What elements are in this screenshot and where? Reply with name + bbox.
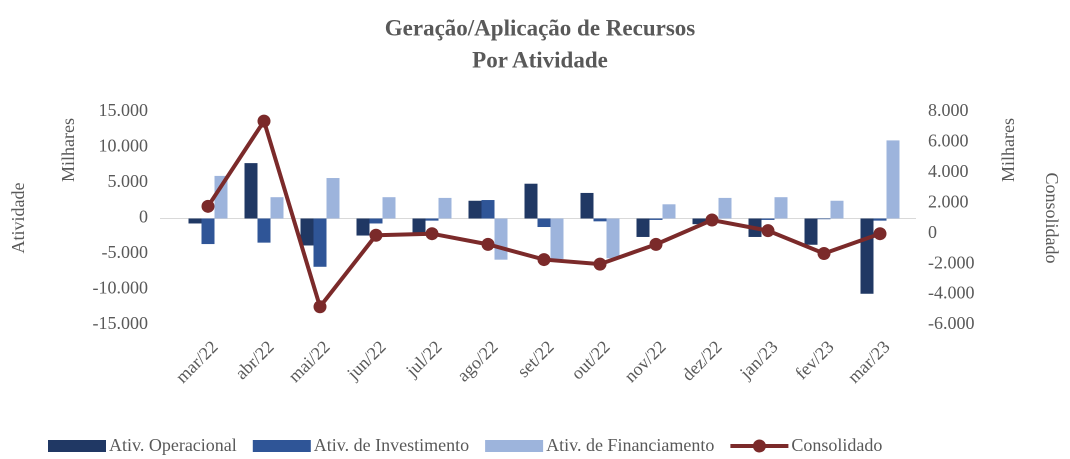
bar <box>257 218 271 243</box>
x-tick-label: mai/22 <box>284 337 333 386</box>
line-marker <box>649 237 663 251</box>
line-marker <box>705 213 719 227</box>
y2-axis-unit: Milhares <box>998 118 1018 182</box>
line-marker <box>817 246 831 260</box>
x-tick-label: abr/22 <box>231 337 278 384</box>
y2-tick-label: -2.000 <box>928 252 975 272</box>
bar <box>438 197 452 219</box>
bar <box>214 175 228 219</box>
bar <box>412 218 426 236</box>
bar <box>761 218 775 220</box>
legend-swatch <box>252 440 311 452</box>
y-axis-label: Atividade <box>8 183 28 254</box>
x-tick-label: jan/23 <box>735 337 782 384</box>
line-marker <box>313 300 327 314</box>
bar <box>774 197 788 219</box>
bar <box>425 218 439 221</box>
chart-title: Geração/Aplicação de Recursos <box>385 15 695 40</box>
x-tick-label: ago/22 <box>453 337 502 386</box>
bar <box>873 218 887 221</box>
bar <box>537 218 551 228</box>
bar <box>718 197 732 219</box>
y-tick-label: 5.000 <box>108 171 149 191</box>
legend-swatch <box>752 439 766 453</box>
bar <box>326 178 340 219</box>
chart-subtitle: Por Atividade <box>472 47 608 72</box>
line-marker <box>537 253 551 267</box>
x-tick-label: mar/22 <box>172 337 222 387</box>
y-tick-label: -15.000 <box>93 313 149 333</box>
y-tick-label: -5.000 <box>102 242 149 262</box>
bar <box>494 218 508 260</box>
x-tick-label: jun/22 <box>342 337 389 384</box>
y-tick-label: 15.000 <box>99 100 149 120</box>
line-marker <box>873 227 887 241</box>
line-marker <box>369 228 383 242</box>
bar <box>817 218 831 220</box>
legend-label: Ativ. de Financiamento <box>546 435 714 455</box>
bar <box>593 218 607 222</box>
bar <box>300 218 314 246</box>
x-tick-label: dez/22 <box>678 337 726 385</box>
y2-tick-label: 4.000 <box>928 161 969 181</box>
bar <box>860 218 874 294</box>
bar <box>356 218 370 236</box>
bar <box>188 218 202 224</box>
legend-swatch <box>48 440 106 452</box>
bar <box>636 218 650 237</box>
bar <box>550 218 564 259</box>
x-tick-label: fev/23 <box>791 337 838 384</box>
legend-label: Consolidado <box>791 435 882 455</box>
bar <box>201 218 215 245</box>
y-tick-label: 10.000 <box>99 136 149 156</box>
bar <box>606 218 620 259</box>
line-marker <box>201 199 215 213</box>
y2-axis-label: Consolidado <box>1042 172 1062 263</box>
bar <box>468 200 482 219</box>
bar <box>382 197 396 219</box>
bar <box>313 218 327 267</box>
line-marker <box>761 224 775 238</box>
y2-tick-label: -6.000 <box>928 313 975 333</box>
bar <box>830 200 844 219</box>
y-tick-label: -10.000 <box>93 278 149 298</box>
bar <box>804 218 818 245</box>
bar <box>369 218 383 224</box>
x-tick-label: mar/23 <box>844 337 894 387</box>
bar <box>662 204 676 219</box>
y2-tick-label: 0 <box>928 222 937 242</box>
y-tick-label: 0 <box>139 207 148 227</box>
bar <box>649 218 663 220</box>
legend-label: Ativ. Operacional <box>109 435 237 455</box>
y2-tick-label: 6.000 <box>928 131 969 151</box>
bar <box>692 218 706 225</box>
line-marker <box>425 227 439 241</box>
y2-tick-label: 8.000 <box>928 100 969 120</box>
x-tick-label: nov/22 <box>620 337 670 387</box>
y-axis-unit: Milhares <box>58 118 78 182</box>
x-tick-label: jul/22 <box>401 337 446 382</box>
y2-tick-label: -4.000 <box>928 283 975 303</box>
legend-swatch <box>485 440 544 452</box>
x-tick-label: out/22 <box>567 337 614 384</box>
bar <box>270 197 284 219</box>
y2-tick-label: 2.000 <box>928 191 969 211</box>
legend-label: Ativ. de Investimento <box>314 435 469 455</box>
line-marker <box>481 237 495 251</box>
bar <box>481 200 495 219</box>
line-marker <box>257 114 271 128</box>
line-marker <box>593 257 607 271</box>
x-tick-label: set/22 <box>513 337 558 382</box>
bar <box>580 192 594 219</box>
bar <box>244 163 258 219</box>
bar <box>524 183 538 219</box>
bar <box>886 140 900 219</box>
